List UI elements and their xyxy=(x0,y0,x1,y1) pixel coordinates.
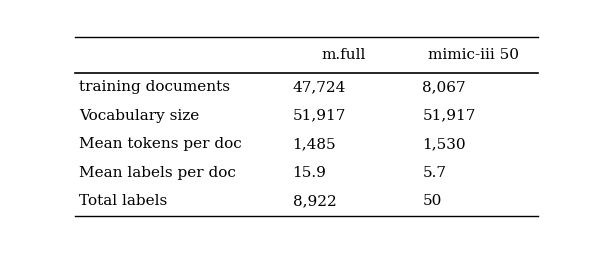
Text: 51,917: 51,917 xyxy=(422,109,476,123)
Text: 1,530: 1,530 xyxy=(422,137,466,151)
Text: Mean labels per doc: Mean labels per doc xyxy=(80,166,236,180)
Text: 5.7: 5.7 xyxy=(422,166,446,180)
Text: 51,917: 51,917 xyxy=(292,109,346,123)
Text: Total labels: Total labels xyxy=(80,195,167,208)
Text: 8,067: 8,067 xyxy=(422,80,466,94)
Text: Mean tokens per doc: Mean tokens per doc xyxy=(80,137,242,151)
Text: 1,485: 1,485 xyxy=(292,137,336,151)
Text: 50: 50 xyxy=(422,195,442,208)
Text: mimic-iii 50: mimic-iii 50 xyxy=(428,48,519,62)
Text: 47,724: 47,724 xyxy=(292,80,346,94)
Text: 8,922: 8,922 xyxy=(292,195,336,208)
Text: Vocabulary size: Vocabulary size xyxy=(80,109,200,123)
Text: training documents: training documents xyxy=(80,80,230,94)
Text: 15.9: 15.9 xyxy=(292,166,327,180)
Text: m.full: m.full xyxy=(321,48,366,62)
